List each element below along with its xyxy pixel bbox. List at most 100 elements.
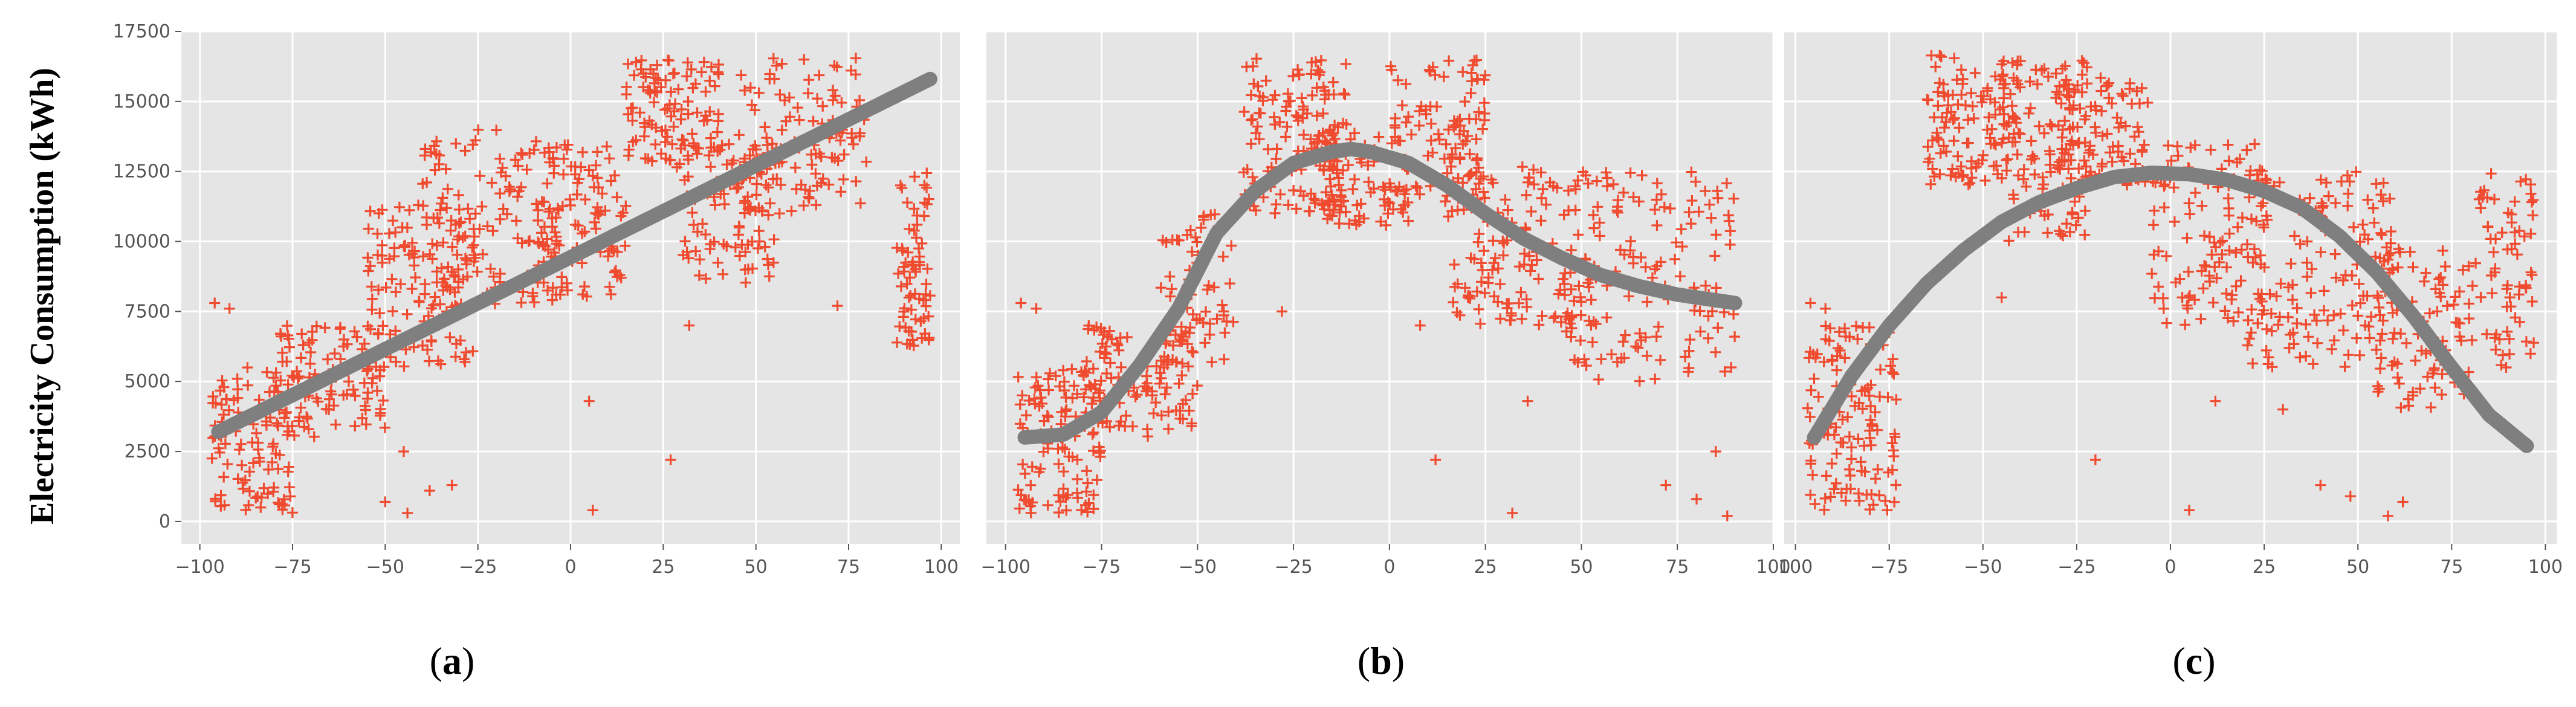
data-point bbox=[577, 228, 587, 239]
data-point bbox=[2063, 91, 2075, 103]
data-point bbox=[901, 338, 913, 350]
data-point bbox=[1964, 178, 1976, 189]
data-point bbox=[530, 135, 542, 147]
data-point bbox=[2213, 257, 2225, 268]
data-point bbox=[921, 182, 933, 193]
data-point bbox=[1257, 91, 1269, 103]
data-point bbox=[544, 157, 555, 168]
data-point bbox=[719, 199, 730, 210]
data-point bbox=[1324, 161, 1335, 172]
data-point bbox=[2357, 219, 2369, 230]
data-point bbox=[634, 107, 646, 118]
data-point bbox=[1467, 60, 1478, 71]
data-point bbox=[1996, 172, 2007, 184]
data-point bbox=[835, 135, 846, 146]
data-point bbox=[2076, 86, 2088, 98]
data-point bbox=[2003, 235, 2015, 247]
data-point bbox=[2306, 263, 2317, 275]
data-point bbox=[2209, 237, 2220, 248]
data-point bbox=[1636, 170, 1648, 181]
data-point bbox=[2153, 245, 2164, 257]
data-point bbox=[451, 249, 463, 260]
data-point bbox=[1820, 303, 1831, 314]
data-point bbox=[1593, 374, 1604, 385]
x-tick-label: 100 bbox=[924, 557, 959, 578]
data-point bbox=[2050, 68, 2062, 79]
data-point bbox=[390, 227, 401, 238]
data-point bbox=[1211, 313, 1223, 324]
data-point bbox=[676, 134, 688, 145]
data-point bbox=[2316, 198, 2328, 209]
data-point bbox=[1887, 354, 1898, 365]
data-point bbox=[467, 242, 478, 253]
data-point bbox=[532, 236, 544, 248]
data-point bbox=[1255, 108, 1266, 119]
data-point bbox=[1349, 173, 1361, 185]
data-point bbox=[2351, 332, 2363, 344]
data-point bbox=[1420, 108, 1432, 120]
data-point bbox=[244, 466, 255, 477]
data-point bbox=[215, 385, 226, 396]
data-point bbox=[2375, 189, 2387, 201]
data-point bbox=[1587, 337, 1598, 348]
data-point bbox=[2081, 62, 2092, 73]
data-point bbox=[467, 346, 479, 357]
data-point bbox=[2428, 364, 2439, 376]
data-point bbox=[665, 454, 676, 465]
data-point bbox=[700, 273, 711, 285]
data-point bbox=[2189, 294, 2201, 306]
data-point bbox=[2031, 79, 2043, 90]
data-point bbox=[562, 285, 573, 296]
data-point bbox=[604, 281, 615, 292]
data-point bbox=[1349, 128, 1360, 139]
data-point bbox=[768, 53, 779, 64]
data-point bbox=[901, 278, 913, 289]
data-point bbox=[1338, 88, 1350, 99]
data-point bbox=[2454, 286, 2465, 297]
data-point bbox=[1820, 470, 1832, 482]
data-point bbox=[2112, 140, 2124, 152]
data-point bbox=[2079, 229, 2091, 241]
data-point bbox=[2340, 270, 2351, 281]
data-point bbox=[668, 106, 680, 117]
data-point bbox=[1861, 489, 1872, 500]
data-point bbox=[1327, 76, 1339, 88]
data-point bbox=[1309, 138, 1320, 149]
data-point bbox=[1101, 368, 1112, 379]
data-point bbox=[1198, 210, 1209, 222]
data-point bbox=[1312, 65, 1324, 76]
data-point bbox=[373, 328, 384, 339]
data-point bbox=[1182, 338, 1193, 350]
data-point bbox=[453, 263, 464, 275]
data-point bbox=[2404, 246, 2416, 257]
data-point bbox=[603, 251, 613, 262]
data-point bbox=[1888, 369, 1900, 380]
data-point bbox=[1113, 344, 1125, 356]
data-point bbox=[1053, 458, 1064, 470]
data-point bbox=[665, 86, 676, 98]
data-point bbox=[1655, 189, 1667, 200]
data-point bbox=[763, 182, 774, 193]
data-point bbox=[2007, 111, 2019, 122]
data-point bbox=[649, 97, 660, 108]
data-point bbox=[2199, 230, 2210, 242]
data-point bbox=[349, 390, 361, 402]
data-point bbox=[291, 366, 303, 377]
data-point bbox=[261, 419, 272, 431]
data-point bbox=[612, 271, 623, 283]
x-tick-label: 25 bbox=[652, 557, 675, 578]
data-point bbox=[630, 56, 642, 68]
data-point bbox=[1805, 455, 1817, 466]
data-point bbox=[1865, 379, 1877, 391]
data-point bbox=[262, 488, 274, 500]
data-point bbox=[2475, 291, 2487, 303]
data-point bbox=[2262, 214, 2273, 225]
data-point bbox=[1536, 192, 1547, 204]
data-point bbox=[360, 400, 371, 412]
data-point bbox=[1386, 138, 1397, 149]
data-point bbox=[2439, 261, 2451, 272]
data-point bbox=[1115, 361, 1127, 373]
data-point bbox=[1659, 201, 1670, 213]
data-point bbox=[1390, 131, 1401, 143]
data-point bbox=[2011, 75, 2022, 86]
